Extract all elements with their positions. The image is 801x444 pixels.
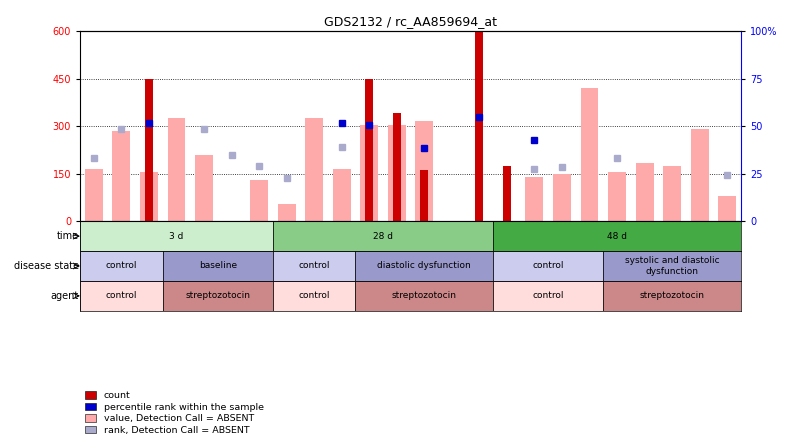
Text: control: control [299,262,330,270]
Bar [636,163,654,221]
Bar [140,172,158,221]
Bar [493,221,741,251]
Bar [663,166,681,221]
Bar [145,79,153,221]
Text: control: control [533,262,564,270]
Bar [195,155,213,221]
Bar [273,221,493,251]
Bar [392,114,400,221]
Text: time: time [57,231,78,241]
Text: diastolic dysfunction: diastolic dysfunction [377,262,471,270]
Bar [163,281,273,311]
Legend: count, percentile rank within the sample, value, Detection Call = ABSENT, rank, : count, percentile rank within the sample… [85,391,264,435]
Text: streptozotocin: streptozotocin [185,291,250,300]
Text: streptozotocin: streptozotocin [639,291,705,300]
Text: control: control [106,291,137,300]
Text: 28 d: 28 d [373,232,393,241]
Bar [332,169,351,221]
Bar [690,129,709,221]
Bar [273,251,356,281]
Bar [80,221,273,251]
Bar [163,251,273,281]
Bar [80,251,163,281]
Text: agent: agent [50,291,78,301]
Bar [80,281,163,311]
Bar [503,166,511,221]
Bar [388,125,405,221]
Text: baseline: baseline [199,262,237,270]
Bar [167,118,185,221]
Text: 48 d: 48 d [607,232,627,241]
Title: GDS2132 / rc_AA859694_at: GDS2132 / rc_AA859694_at [324,16,497,28]
Text: systolic and diastolic
dysfunction: systolic and diastolic dysfunction [625,256,719,276]
Bar [421,170,428,221]
Bar [553,174,571,221]
Text: disease state: disease state [14,261,78,271]
Bar [603,251,741,281]
Bar [493,281,603,311]
Text: streptozotocin: streptozotocin [392,291,457,300]
Text: 3 d: 3 d [169,232,183,241]
Bar [360,125,378,221]
Bar [112,131,131,221]
Bar [493,251,603,281]
Bar [608,172,626,221]
Text: control: control [533,291,564,300]
Bar [278,204,296,221]
Bar [718,196,736,221]
Bar [250,180,268,221]
Bar [356,251,493,281]
Bar [416,121,433,221]
Bar [581,88,598,221]
Bar [273,281,356,311]
Bar [525,177,543,221]
Text: control: control [106,262,137,270]
Bar [305,118,323,221]
Bar [356,281,493,311]
Bar [85,169,103,221]
Text: control: control [299,291,330,300]
Bar [365,79,373,221]
Bar [603,281,741,311]
Bar [476,31,483,221]
